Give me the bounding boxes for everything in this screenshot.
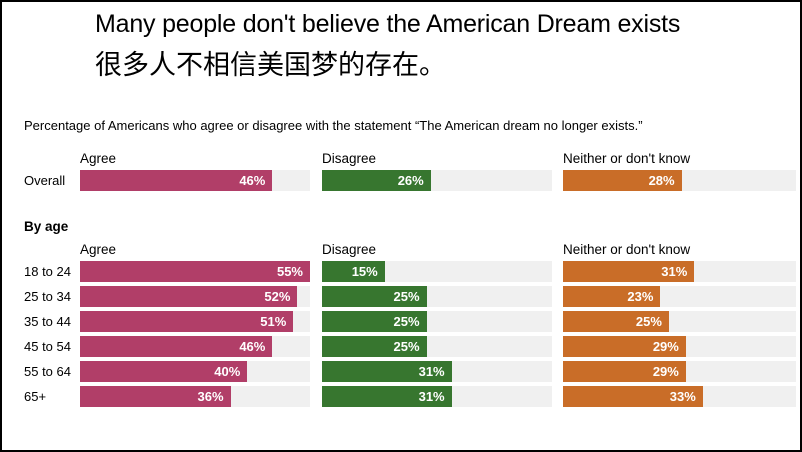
bar-value-label: 33% xyxy=(669,388,696,404)
bar-track-neither: 33% xyxy=(563,385,796,407)
bar-track-agree: 46% xyxy=(80,335,310,357)
chart-row: 35 to 44 51% 25% 25% xyxy=(24,310,800,332)
chart-row: 45 to 54 46% 25% 29% xyxy=(24,335,800,357)
bar-track-neither: 29% xyxy=(563,360,796,382)
bar-neither: 28% xyxy=(563,169,682,191)
bar-track-agree: 36% xyxy=(80,385,310,407)
bar-disagree: 31% xyxy=(322,385,452,407)
column-header-row: Agree Disagree Neither or don't know xyxy=(24,242,800,257)
bar-disagree: 15% xyxy=(322,260,385,282)
bar-value-label: 29% xyxy=(652,363,679,379)
bar-agree: 36% xyxy=(80,385,231,407)
bar-track-disagree: 26% xyxy=(322,169,552,191)
bar-neither: 29% xyxy=(563,360,686,382)
bar-disagree: 26% xyxy=(322,169,431,191)
bar-value-label: 51% xyxy=(260,313,287,329)
chart-row: 25 to 34 52% 25% 23% xyxy=(24,285,800,307)
bar-agree: 46% xyxy=(80,335,273,357)
bar-value-label: 52% xyxy=(264,288,291,304)
column-header-agree: Agree xyxy=(80,150,117,166)
bar-value-label: 55% xyxy=(276,263,303,279)
bar-track-agree: 52% xyxy=(80,285,310,307)
bar-track-agree: 40% xyxy=(80,360,310,382)
row-label: 35 to 44 xyxy=(24,313,71,329)
bar-value-label: 46% xyxy=(239,172,266,188)
bar-value-label: 25% xyxy=(393,288,420,304)
bar-value-label: 25% xyxy=(393,338,420,354)
bar-track-neither: 28% xyxy=(563,169,796,191)
bar-neither: 25% xyxy=(563,310,669,332)
bar-track-agree: 46% xyxy=(80,169,310,191)
column-header-spacer xyxy=(24,242,80,257)
bar-neither: 31% xyxy=(563,260,695,282)
bar-value-label: 31% xyxy=(418,363,445,379)
row-label: 55 to 64 xyxy=(24,363,71,379)
column-header-row: Agree Disagree Neither or don't know xyxy=(24,151,800,166)
bar-value-label: 25% xyxy=(393,313,420,329)
bar-track-neither: 29% xyxy=(563,335,796,357)
chart: Agree Disagree Neither or don't know Overal… xyxy=(24,151,800,407)
bar-agree: 51% xyxy=(80,310,294,332)
bar-track-disagree: 25% xyxy=(322,310,552,332)
bar-value-label: 15% xyxy=(351,263,378,279)
bar-agree: 40% xyxy=(80,360,248,382)
bar-value-label: 40% xyxy=(214,363,241,379)
chart-subtitle-note: Percentage of Americans who agree or dis… xyxy=(24,118,643,134)
bar-track-agree: 51% xyxy=(80,310,310,332)
bar-disagree: 25% xyxy=(322,285,427,307)
bar-track-agree: 55% xyxy=(80,260,310,282)
bar-track-neither: 23% xyxy=(563,285,796,307)
bar-neither: 23% xyxy=(563,285,661,307)
bar-track-disagree: 25% xyxy=(322,335,552,357)
chart-row: Overall 46% 26% 28% xyxy=(24,169,800,191)
column-header-neither: Neither or don't know xyxy=(563,241,691,257)
bar-value-label: 46% xyxy=(239,338,266,354)
bar-agree: 46% xyxy=(80,169,273,191)
chart-row: 18 to 24 55% 15% 31% xyxy=(24,260,800,282)
row-label: Overall xyxy=(24,172,66,188)
bar-value-label: 25% xyxy=(635,313,662,329)
column-header-neither: Neither or don't know xyxy=(563,150,691,166)
section-label-by-age: By age xyxy=(24,218,69,234)
chart-title-chinese: 很多人不相信美国梦的存在。 xyxy=(95,50,446,80)
bar-value-label: 23% xyxy=(627,288,654,304)
bar-value-label: 28% xyxy=(648,172,675,188)
bar-value-label: 31% xyxy=(418,388,445,404)
row-label: 45 to 54 xyxy=(24,338,71,354)
bar-value-label: 26% xyxy=(397,172,424,188)
chart-row: 55 to 64 40% 31% 29% xyxy=(24,360,800,382)
row-label: 25 to 34 xyxy=(24,288,71,304)
bar-value-label: 29% xyxy=(652,338,679,354)
bar-value-label: 31% xyxy=(661,263,688,279)
bar-track-disagree: 25% xyxy=(322,285,552,307)
column-header-spacer xyxy=(24,151,80,166)
column-header-disagree: Disagree xyxy=(322,241,377,257)
bar-agree: 55% xyxy=(80,260,310,282)
bar-track-disagree: 31% xyxy=(322,385,552,407)
chart-title-english: Many people don't believe the American D… xyxy=(95,10,681,38)
bar-disagree: 25% xyxy=(322,310,427,332)
bar-neither: 29% xyxy=(563,335,686,357)
bar-agree: 52% xyxy=(80,285,298,307)
bar-track-neither: 31% xyxy=(563,260,796,282)
bar-track-neither: 25% xyxy=(563,310,796,332)
row-label: 18 to 24 xyxy=(24,263,71,279)
column-header-agree: Agree xyxy=(80,241,117,257)
bar-disagree: 25% xyxy=(322,335,427,357)
bar-neither: 33% xyxy=(563,385,703,407)
bar-value-label: 36% xyxy=(197,388,224,404)
bar-track-disagree: 15% xyxy=(322,260,552,282)
chart-row: 65+ 36% 31% 33% xyxy=(24,385,800,407)
bar-track-disagree: 31% xyxy=(322,360,552,382)
row-label: 65+ xyxy=(24,388,47,404)
column-header-disagree: Disagree xyxy=(322,150,377,166)
bar-disagree: 31% xyxy=(322,360,452,382)
